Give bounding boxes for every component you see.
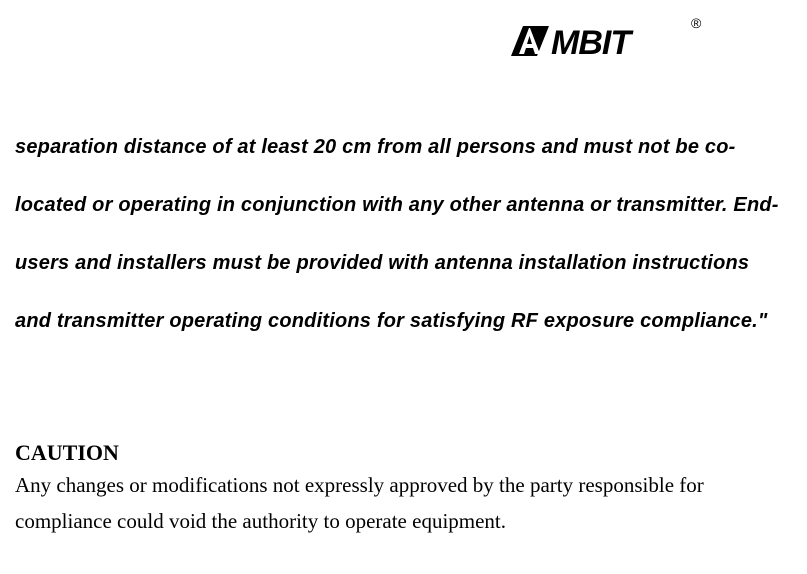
caution-text: Any changes or modifications not express…	[15, 468, 775, 539]
logo-container: MBIT ®	[509, 14, 709, 64]
svg-text:®: ®	[691, 15, 702, 31]
caution-heading: CAUTION	[15, 440, 119, 466]
svg-text:MBIT: MBIT	[551, 24, 634, 62]
ambit-logo-icon: MBIT ®	[509, 14, 709, 64]
main-paragraph: separation distance of at least 20 cm fr…	[15, 118, 787, 350]
